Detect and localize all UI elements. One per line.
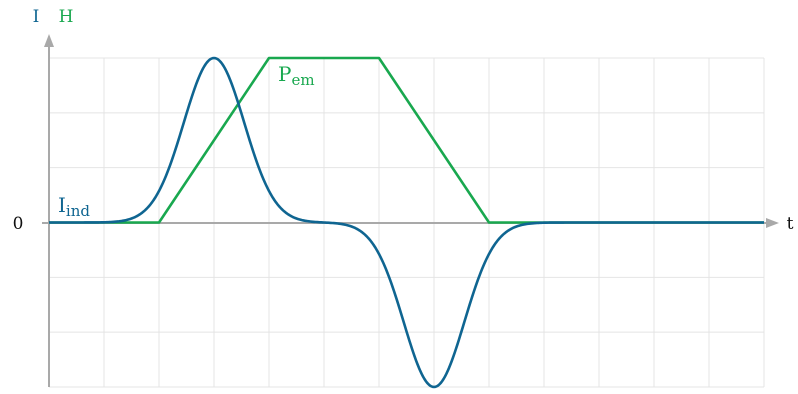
series-label-p-em-subscript: em (291, 71, 314, 89)
x-axis-arrowhead (766, 218, 779, 228)
series-label-i-ind: Iind (58, 193, 90, 220)
origin-label: 0 (13, 214, 24, 234)
series-i-ind-curve (49, 56, 764, 389)
y-axis-arrowhead (44, 34, 54, 47)
series-label-i-ind-subscript: ind (66, 202, 90, 220)
y-axis-label-i: I (33, 7, 40, 27)
series-label-p-em: Pem (278, 62, 315, 89)
y-axis-label-h: H (59, 7, 74, 27)
x-axis-label-t: t (787, 214, 794, 234)
